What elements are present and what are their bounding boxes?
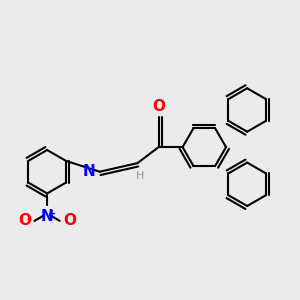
Text: O: O [63, 213, 76, 228]
Text: N: N [41, 209, 53, 224]
Text: -: - [26, 213, 32, 226]
Text: +: + [48, 209, 56, 219]
Text: H: H [136, 171, 145, 181]
Text: O: O [152, 99, 165, 114]
Text: N: N [82, 164, 95, 179]
Text: O: O [18, 213, 31, 228]
